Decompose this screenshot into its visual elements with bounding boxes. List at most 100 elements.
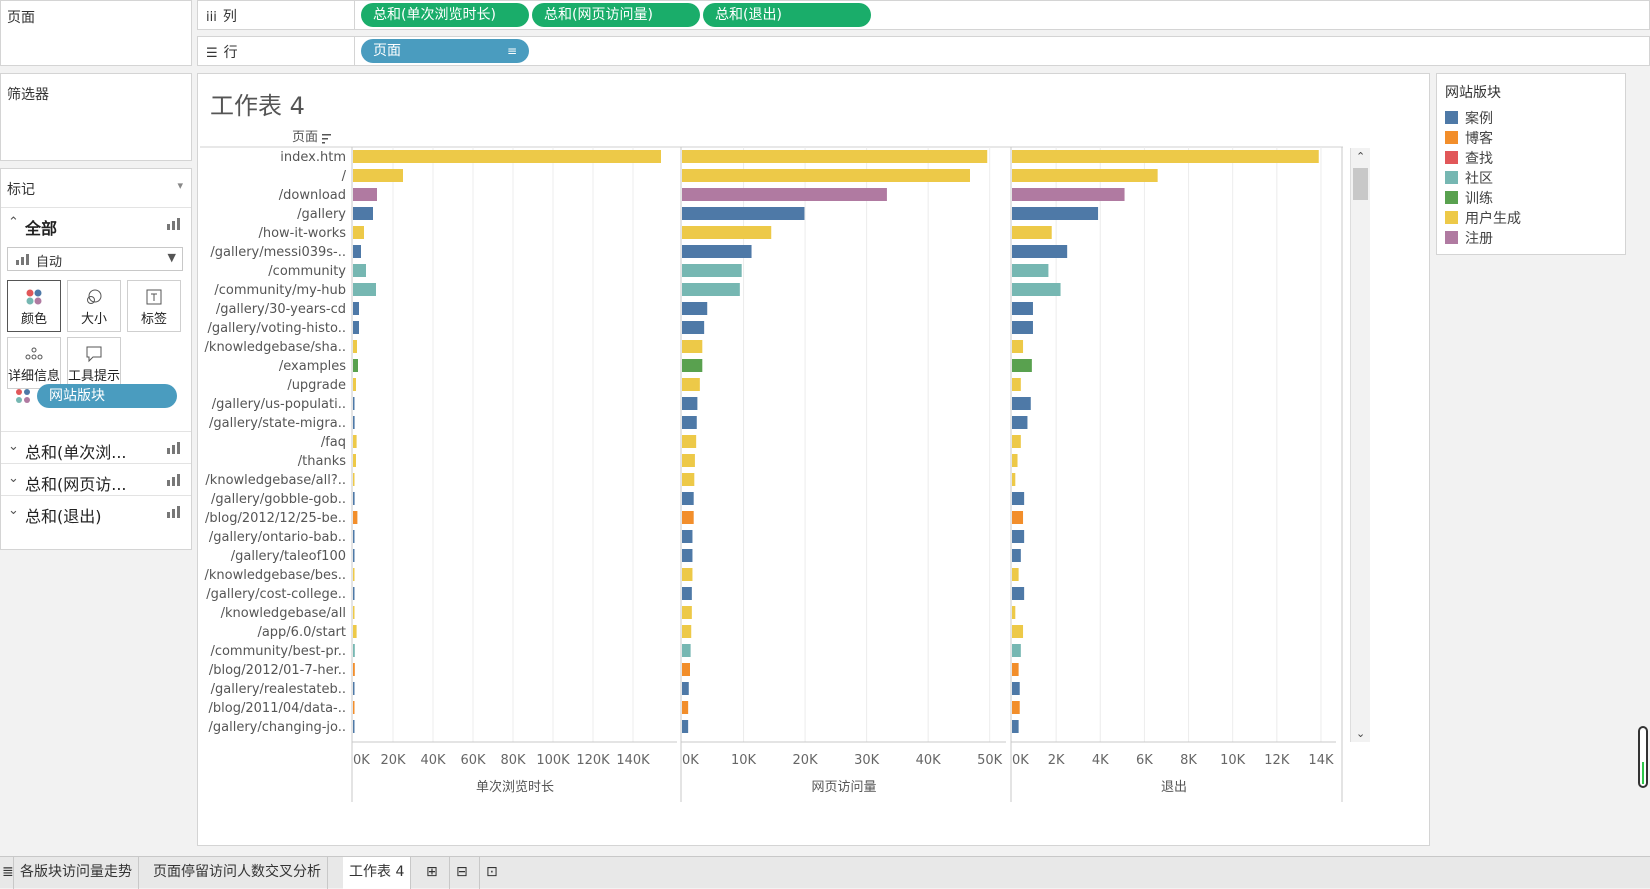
axis-title[interactable]: 单次浏览时长: [476, 779, 554, 795]
bar[interactable]: [682, 321, 705, 334]
bar[interactable]: [1012, 644, 1021, 657]
measure-row-exits[interactable]: ⌄ 总和(退出): [1, 495, 191, 527]
bar[interactable]: [682, 568, 693, 581]
bar[interactable]: [1012, 264, 1049, 277]
bar[interactable]: [353, 397, 355, 410]
bar[interactable]: [1012, 340, 1024, 353]
category-label[interactable]: /examples: [279, 359, 346, 374]
bar[interactable]: [682, 378, 700, 391]
bar[interactable]: [682, 264, 742, 277]
bar[interactable]: [353, 530, 355, 543]
category-label[interactable]: /knowledgebase/all: [221, 606, 346, 621]
bar[interactable]: [1012, 720, 1019, 733]
bar[interactable]: [1012, 226, 1052, 239]
bar[interactable]: [682, 606, 692, 619]
bar[interactable]: [353, 150, 661, 163]
columns-shelf[interactable]: iii 列 总和(单次浏览时长) 总和(网页访问量) 总和(退出): [197, 0, 1650, 30]
axis-title[interactable]: 退出: [1161, 780, 1187, 795]
bar[interactable]: [353, 625, 357, 638]
bar[interactable]: [353, 207, 373, 220]
color-field-pill[interactable]: 网站版块: [37, 384, 177, 408]
bar[interactable]: [353, 283, 376, 296]
bar[interactable]: [1012, 207, 1099, 220]
bar[interactable]: [353, 701, 355, 714]
new-story-icon[interactable]: ⊡: [486, 864, 498, 880]
bar[interactable]: [682, 454, 695, 467]
bar[interactable]: [353, 435, 357, 448]
axis-title[interactable]: 网页访问量: [811, 780, 876, 795]
bar[interactable]: [682, 492, 694, 505]
tab-section-trend[interactable]: 各版块访问量走势: [14, 857, 139, 889]
bar[interactable]: [353, 644, 355, 657]
category-label[interactable]: /community: [268, 264, 346, 279]
bar[interactable]: [1012, 511, 1024, 524]
filters-pane[interactable]: 筛选器: [0, 73, 192, 161]
bar[interactable]: [682, 435, 697, 448]
bar[interactable]: [353, 549, 355, 562]
scroll-thumb[interactable]: [1353, 168, 1368, 200]
bar[interactable]: [682, 188, 887, 201]
category-label[interactable]: /faq: [321, 435, 346, 450]
bar[interactable]: [353, 321, 359, 334]
bar[interactable]: [353, 245, 361, 258]
bar[interactable]: [353, 340, 357, 353]
bar[interactable]: [1012, 492, 1025, 505]
bar[interactable]: [1012, 473, 1016, 486]
bar[interactable]: [353, 188, 377, 201]
category-label[interactable]: /gallery/changing-jo..: [209, 720, 346, 735]
column-pill-duration[interactable]: 总和(单次浏览时长): [361, 3, 529, 27]
category-label[interactable]: /app/6.0/start: [257, 625, 346, 640]
category-label[interactable]: /gallery: [297, 207, 346, 222]
rows-shelf[interactable]: ☰ 行 页面 ≡: [197, 36, 1650, 66]
color-card[interactable]: 颜色: [7, 280, 61, 332]
category-label[interactable]: /knowledgebase/bes..: [204, 568, 346, 583]
bar[interactable]: [353, 587, 355, 600]
bar[interactable]: [682, 226, 772, 239]
scroll-up-icon[interactable]: ⌃: [1356, 150, 1366, 163]
category-label[interactable]: index.htm: [280, 150, 346, 165]
category-label[interactable]: /gallery/voting-histo..: [208, 321, 347, 336]
bar[interactable]: [353, 378, 356, 391]
bar[interactable]: [1012, 283, 1061, 296]
bar[interactable]: [682, 549, 693, 562]
bar[interactable]: [1012, 454, 1018, 467]
bar[interactable]: [1012, 701, 1020, 714]
tab-sheet4[interactable]: 工作表 4: [343, 857, 412, 889]
category-label[interactable]: /community/my-hub: [214, 283, 346, 298]
bar[interactable]: [1012, 302, 1033, 315]
bar[interactable]: [682, 701, 689, 714]
bar[interactable]: [682, 150, 988, 163]
bar[interactable]: [1012, 530, 1025, 543]
bar[interactable]: [682, 663, 690, 676]
new-worksheet-icon[interactable]: ⊞: [420, 857, 450, 889]
bar[interactable]: [1012, 568, 1019, 581]
category-label[interactable]: /download: [279, 188, 346, 203]
category-label[interactable]: /knowledgebase/all?..: [205, 473, 346, 488]
bar[interactable]: [682, 169, 970, 182]
bar[interactable]: [682, 530, 693, 543]
measure-row-duration[interactable]: ⌄ 总和(单次浏...: [1, 431, 191, 463]
bar[interactable]: [1012, 416, 1028, 429]
category-label[interactable]: /blog/2012/12/25-be..: [205, 511, 346, 526]
category-label[interactable]: /gallery/state-migra..: [209, 416, 346, 431]
bar[interactable]: [682, 207, 805, 220]
chevron-up-icon[interactable]: ⌃: [8, 215, 19, 230]
detail-card[interactable]: 详细信息: [7, 337, 61, 389]
category-label[interactable]: /gallery/taleof100: [231, 549, 346, 564]
mark-type-select[interactable]: 自动 ▼: [7, 247, 183, 271]
bar[interactable]: [1012, 682, 1020, 695]
bar[interactable]: [682, 625, 692, 638]
chevron-down-icon[interactable]: ⌄: [8, 471, 19, 486]
category-label[interactable]: /gallery/gobble-gob..: [211, 492, 346, 507]
bar[interactable]: [353, 663, 355, 676]
marks-menu-icon[interactable]: ▾: [177, 179, 183, 192]
label-card[interactable]: 标签: [127, 280, 181, 332]
new-dashboard-icon[interactable]: ⊟: [450, 857, 480, 889]
category-label[interactable]: /thanks: [298, 454, 346, 469]
chevron-down-icon[interactable]: ⌄: [8, 439, 19, 454]
bar[interactable]: [682, 416, 697, 429]
tab-crossover-analysis[interactable]: 页面停留访问人数交叉分析: [147, 857, 328, 889]
bar[interactable]: [682, 302, 708, 315]
bar[interactable]: [682, 245, 752, 258]
category-label[interactable]: /blog/2011/04/data-..: [209, 701, 346, 716]
